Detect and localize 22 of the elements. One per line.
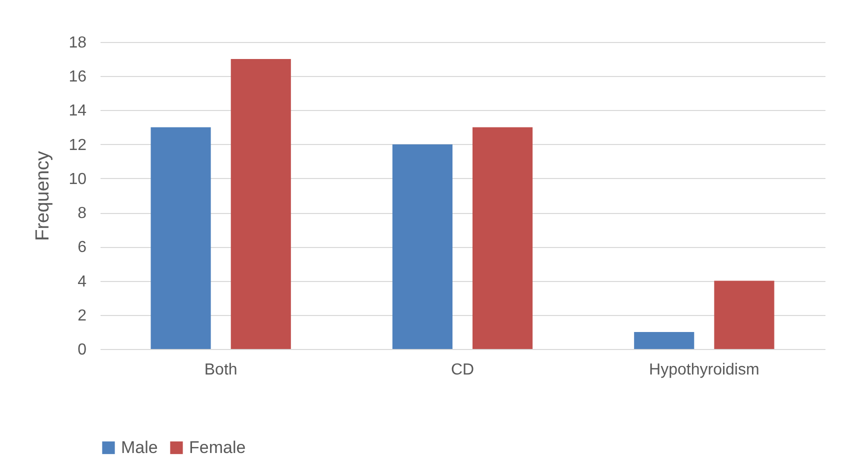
legend-label: Male [121,438,158,457]
bar [714,280,774,349]
y-tick-label: 6 [78,239,87,256]
bar [230,59,291,349]
y-tick-label: 8 [78,205,87,222]
y-tick-label: 4 [78,273,87,290]
bar [472,127,533,349]
y-tick-label: 14 [68,102,87,120]
legend-label: Female [189,438,246,457]
y-axis-title: Frequency [32,150,54,241]
x-tick-label: Both [204,362,238,378]
y-tick-label: 10 [68,170,87,188]
y-tick-label: 16 [68,68,87,86]
y-tick-label: 2 [78,307,87,324]
y-tick-label: 12 [68,136,87,154]
y-tick-label: 0 [78,342,87,358]
bar [150,127,211,349]
x-tick-label: CD [450,362,474,378]
bar [392,144,452,349]
x-tick-label: Hypothyroidism [649,362,760,378]
y-tick-label: 18 [68,34,87,52]
bar [634,332,694,349]
